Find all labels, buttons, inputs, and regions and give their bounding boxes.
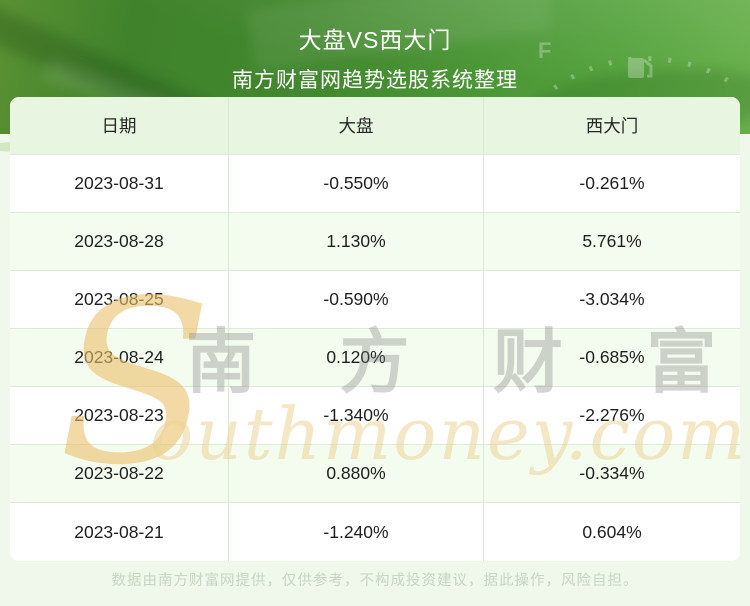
value-cell: -0.590% — [229, 271, 484, 328]
comparison-table-body: 2023-08-31 -0.550% -0.261% 2023-08-28 1.130%… — [10, 155, 740, 561]
value-cell: -1.240% — [229, 503, 484, 561]
value-cell: 5.761% — [582, 231, 642, 251]
table-row: 2023-08-23 -1.340% -2.276% — [10, 387, 740, 445]
value-cell: 0.880% — [229, 445, 484, 502]
date-cell: 2023-08-22 — [10, 445, 229, 502]
date-cell: 2023-08-28 — [10, 213, 229, 270]
table-row: 2023-08-24 0.120% -0.685% — [10, 329, 740, 387]
value-cell: 0.120% — [229, 329, 484, 386]
banner-titles: 大盘VS西大门 南方财富网趋势选股系统整理 — [0, 0, 750, 94]
date-cell: 2023-08-21 — [10, 503, 229, 561]
table-row: 2023-08-31 -0.550% -0.261% — [10, 155, 740, 213]
value-cell: -1.340% — [229, 387, 484, 444]
value-cell: -3.034% — [579, 289, 645, 309]
page-title: 大盘VS西大门 — [298, 27, 452, 53]
date-cell: 2023-08-25 — [10, 271, 229, 328]
fuel-gauge-icon: F — [523, 38, 737, 117]
column-header-stock: 西大门 — [585, 116, 639, 136]
value-cell: 0.604% — [582, 521, 642, 542]
table-row: 2023-08-28 1.130% 5.761% — [10, 213, 740, 271]
value-cell: -2.276% — [579, 405, 645, 425]
date-cell: 2023-08-31 — [10, 155, 229, 212]
table-header-row: 日期 大盘 西大门 — [10, 97, 740, 155]
table-row: 2023-08-25 -0.590% -3.034% — [10, 271, 740, 329]
svg-text:F: F — [538, 38, 551, 63]
date-cell: 2023-08-24 — [10, 329, 229, 386]
page-subtitle: 南方财富网趋势选股系统整理 — [232, 69, 518, 92]
value-cell: -0.261% — [579, 173, 645, 193]
column-header-market: 大盘 — [229, 97, 484, 154]
column-header-date: 日期 — [10, 97, 229, 154]
value-cell: 1.130% — [229, 213, 484, 270]
table-row: 2023-08-22 0.880% -0.334% — [10, 445, 740, 503]
comparison-table: 日期 大盘 西大门 2023-08-31 -0.550% -0.261% 2023-0… — [10, 97, 740, 561]
value-cell: -0.550% — [229, 155, 484, 212]
value-cell: -0.685% — [579, 347, 645, 367]
disclaimer-text: 数据由南方财富网提供，仅供参考，不构成投资建议，据此操作，风险自担。 — [111, 573, 639, 589]
table-row: 2023-08-21 -1.240% 0.604% — [10, 503, 740, 561]
value-cell: -0.334% — [579, 463, 645, 483]
date-cell: 2023-08-23 — [10, 387, 229, 444]
